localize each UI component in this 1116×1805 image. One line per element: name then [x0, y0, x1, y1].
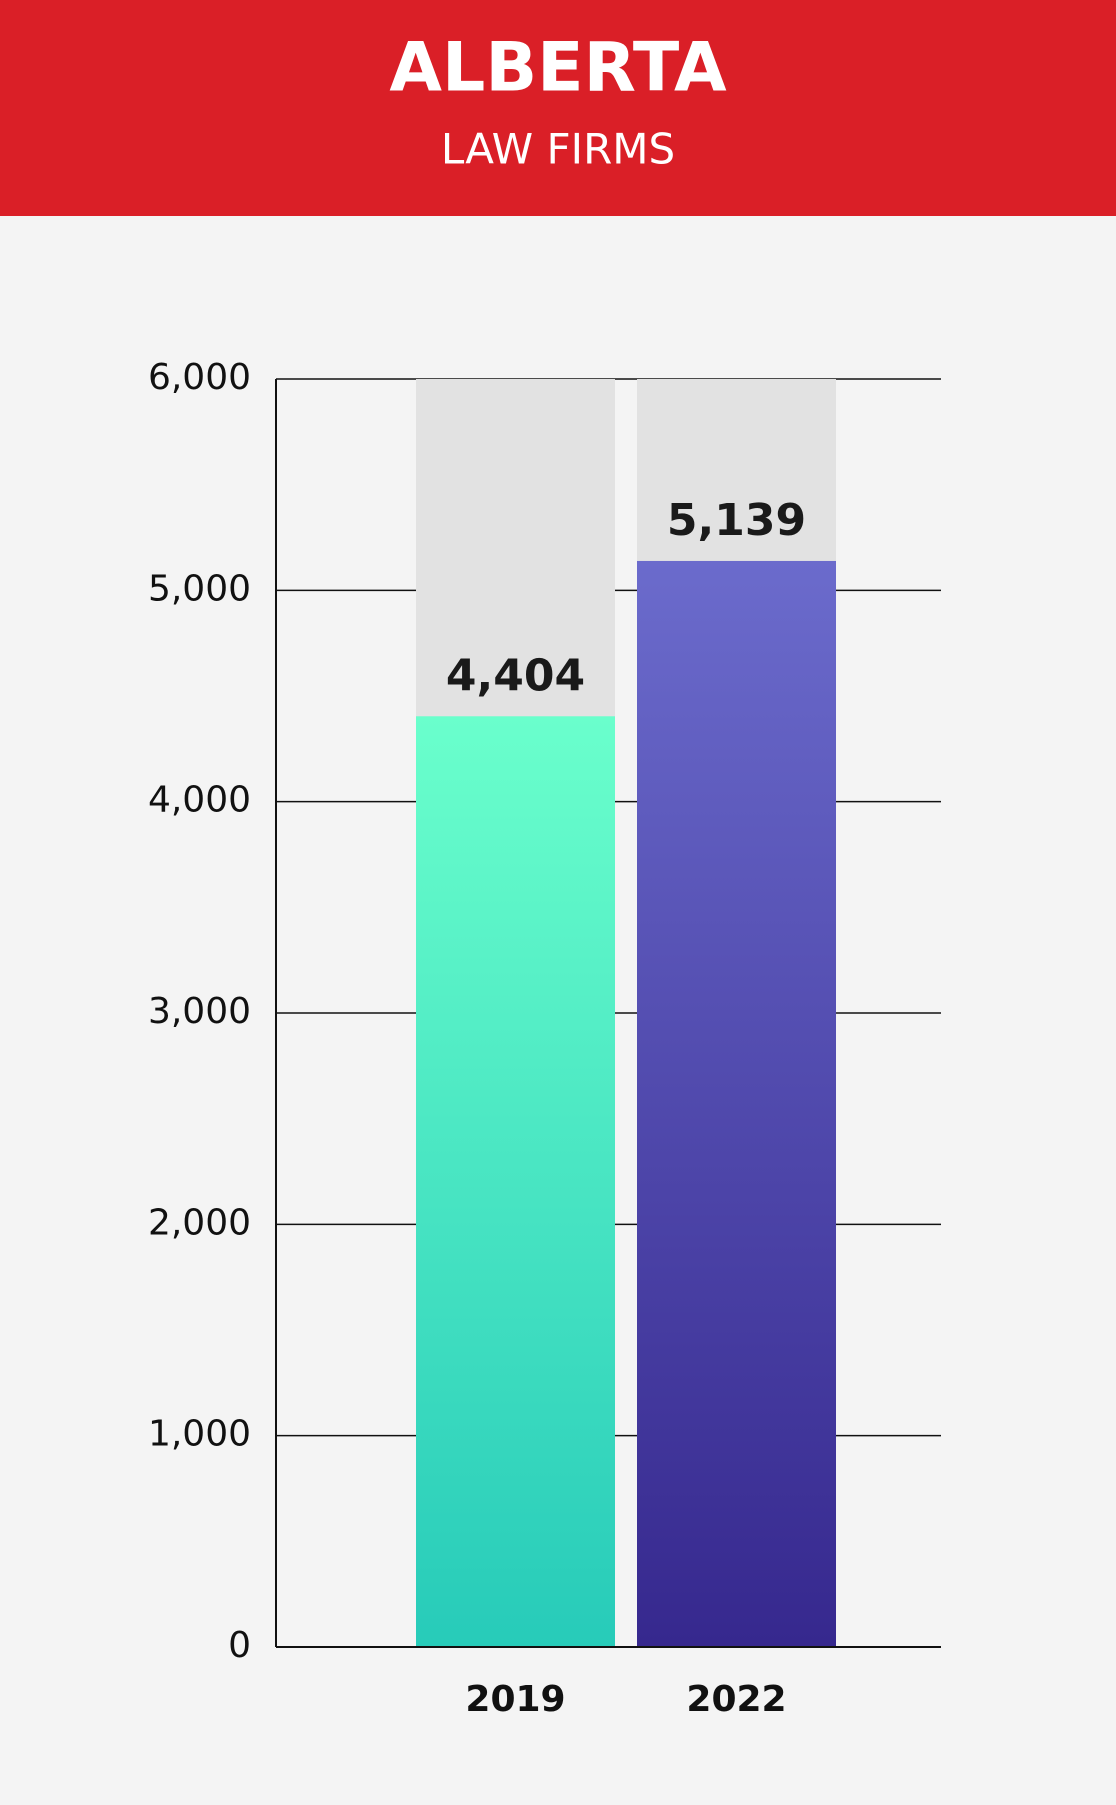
- value-label: 4,404: [446, 650, 585, 701]
- header-band: [0, 0, 1116, 216]
- y-tick-label: 4,000: [148, 780, 251, 821]
- x-tick-label: 2022: [686, 1679, 786, 1720]
- chart-title: ALBERTA: [389, 29, 727, 108]
- y-tick-label: 5,000: [148, 568, 251, 609]
- y-tick-label: 3,000: [148, 991, 251, 1032]
- x-tick-label: 2019: [465, 1679, 565, 1720]
- bar: [416, 716, 615, 1647]
- value-label: 5,139: [667, 495, 806, 546]
- y-tick-label: 6,000: [148, 357, 251, 398]
- y-tick-label: 1,000: [148, 1414, 251, 1455]
- bar: [637, 560, 836, 1647]
- y-tick-label: 2,000: [148, 1202, 251, 1243]
- chart-subtitle: LAW FIRMS: [441, 125, 675, 174]
- y-tick-label: 0: [228, 1625, 251, 1666]
